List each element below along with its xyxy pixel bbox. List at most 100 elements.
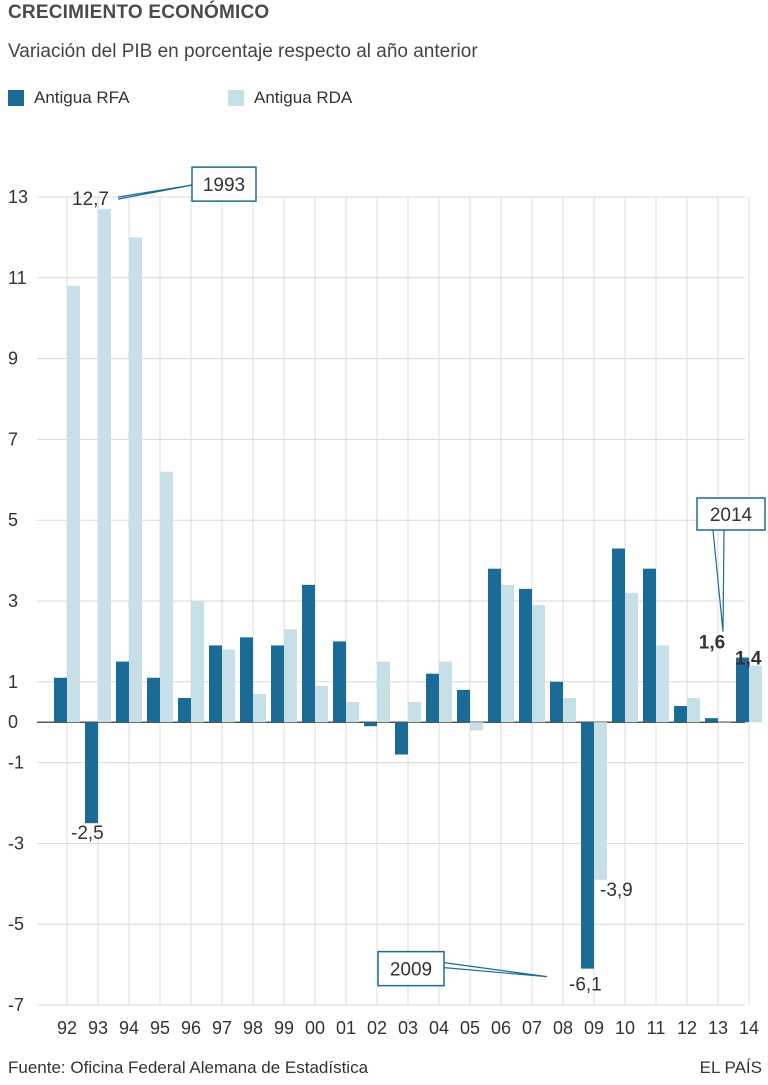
bar-rfa-06 (488, 568, 501, 723)
bar-rda-01 (346, 702, 359, 723)
bar-rfa-04 (426, 673, 439, 723)
bar-rda-13 (718, 722, 731, 723)
value-label-93-rfa: -2,5 (71, 823, 104, 844)
bar-rda-96 (191, 601, 204, 723)
bar-rda-99 (284, 629, 297, 723)
y-tick-label: 7 (8, 429, 18, 449)
x-tick-label-99: 99 (274, 1018, 294, 1038)
callout-box-2009 (377, 950, 445, 987)
value-label-1993: 12,7 (72, 189, 109, 210)
x-tick-label-00: 00 (305, 1018, 325, 1038)
bar-rda-02 (377, 661, 390, 723)
legend-label-rda: Antigua RDA (254, 88, 353, 107)
y-tick-label: -7 (8, 995, 24, 1015)
bar-rfa-09 (581, 722, 594, 969)
value-label-2009: -6,1 (569, 975, 602, 996)
bar-rda-92 (67, 285, 80, 723)
bar-rfa-97 (209, 645, 222, 723)
legend-item-rfa: Antigua RFA (8, 88, 129, 108)
legend-swatch-rda (228, 90, 244, 106)
bar-rfa-94 (116, 661, 129, 723)
chart-title: CRECIMIENTO ECONÓMICO (8, 2, 270, 23)
callout-label-1993: 1993 (203, 175, 245, 196)
x-tick-label-98: 98 (243, 1018, 263, 1038)
y-tick-label: 1 (8, 672, 18, 692)
bar-rfa-93 (85, 722, 98, 824)
source-note: Fuente: Oficina Federal Alemana de Estad… (8, 1058, 369, 1077)
y-tick-label: 3 (8, 591, 18, 611)
bar-rfa-02 (364, 722, 377, 727)
y-tick-label: 9 (8, 349, 18, 369)
bar-rda-06 (501, 584, 514, 723)
bar-rda-04 (439, 661, 452, 723)
bar-rfa-96 (178, 697, 191, 723)
bar-rfa-10 (612, 548, 625, 723)
bar-rfa-99 (271, 645, 284, 723)
bar-rfa-03 (395, 722, 408, 755)
x-tick-label-08: 08 (553, 1018, 573, 1038)
x-tick-label-97: 97 (212, 1018, 232, 1038)
x-tick-label-96: 96 (181, 1018, 201, 1038)
bar-rfa-05 (457, 689, 470, 723)
y-tick-label: 11 (8, 268, 27, 288)
x-tick-label-02: 02 (367, 1018, 387, 1038)
bar-rda-95 (160, 471, 173, 723)
value-label-14-rda: 1,4 (735, 649, 762, 670)
bar-rfa-11 (643, 568, 656, 723)
bar-rda-12 (687, 697, 700, 723)
callout-label-2014: 2014 (710, 505, 753, 526)
x-tick-label-93: 93 (88, 1018, 108, 1038)
callout-pointer-2009 (443, 962, 548, 978)
bar-rfa-00 (302, 584, 315, 723)
y-tick-label: -3 (8, 833, 24, 853)
bar-rfa-95 (147, 677, 160, 723)
callout-box-1993 (191, 166, 257, 202)
bar-rda-11 (656, 645, 669, 723)
legend-swatch-rfa (8, 90, 24, 106)
bar-rda-09 (594, 722, 607, 880)
x-tick-label-95: 95 (150, 1018, 170, 1038)
bar-rfa-92 (54, 677, 67, 723)
legend: Antigua RFA Antigua RDA (8, 88, 608, 114)
x-tick-label-06: 06 (491, 1018, 511, 1038)
x-tick-label-09: 09 (584, 1018, 604, 1038)
chart-subtitle: Variación del PIB en porcentaje respecto… (8, 41, 478, 62)
x-tick-label-12: 12 (677, 1018, 697, 1038)
bar-rda-14 (749, 665, 762, 723)
bar-rda-05 (470, 722, 483, 731)
x-tick-label-14: 14 (739, 1018, 759, 1038)
y-tick-label: -1 (8, 753, 24, 773)
chart-bars (54, 209, 762, 969)
x-tick-label-11: 11 (647, 1018, 666, 1038)
x-tick-label-04: 04 (429, 1018, 449, 1038)
x-tick-label-01: 01 (336, 1018, 356, 1038)
bar-rda-93 (98, 209, 111, 723)
chart-grid (37, 196, 750, 1006)
x-tick-label-94: 94 (119, 1018, 139, 1038)
bar-rfa-13 (705, 718, 718, 723)
y-tick-label: 5 (8, 510, 18, 530)
legend-item-rda: Antigua RDA (228, 88, 352, 108)
brand-logo-text: EL PAÍS (699, 1058, 762, 1077)
y-tick-label: 13 (8, 187, 28, 207)
bar-rfa-14 (736, 657, 749, 723)
bar-rda-98 (253, 693, 266, 723)
x-tick-label-07: 07 (522, 1018, 542, 1038)
value-label-2014-rfa: 1,6 (699, 633, 725, 654)
bar-rda-94 (129, 237, 142, 723)
bar-rfa-08 (550, 681, 563, 723)
callout-pointer-2014 (712, 529, 725, 632)
x-tick-label-03: 03 (398, 1018, 418, 1038)
x-tick-label-05: 05 (460, 1018, 480, 1038)
bar-rfa-01 (333, 641, 346, 723)
value-label-09-rda: -3,9 (600, 880, 633, 901)
callout-label-2009: 2009 (390, 960, 432, 981)
bar-rda-97 (222, 649, 235, 723)
bar-rda-10 (625, 592, 638, 723)
bar-rda-07 (532, 605, 545, 723)
bar-rfa-07 (519, 588, 532, 723)
bar-rda-08 (563, 697, 576, 723)
bar-rda-03 (408, 702, 421, 723)
